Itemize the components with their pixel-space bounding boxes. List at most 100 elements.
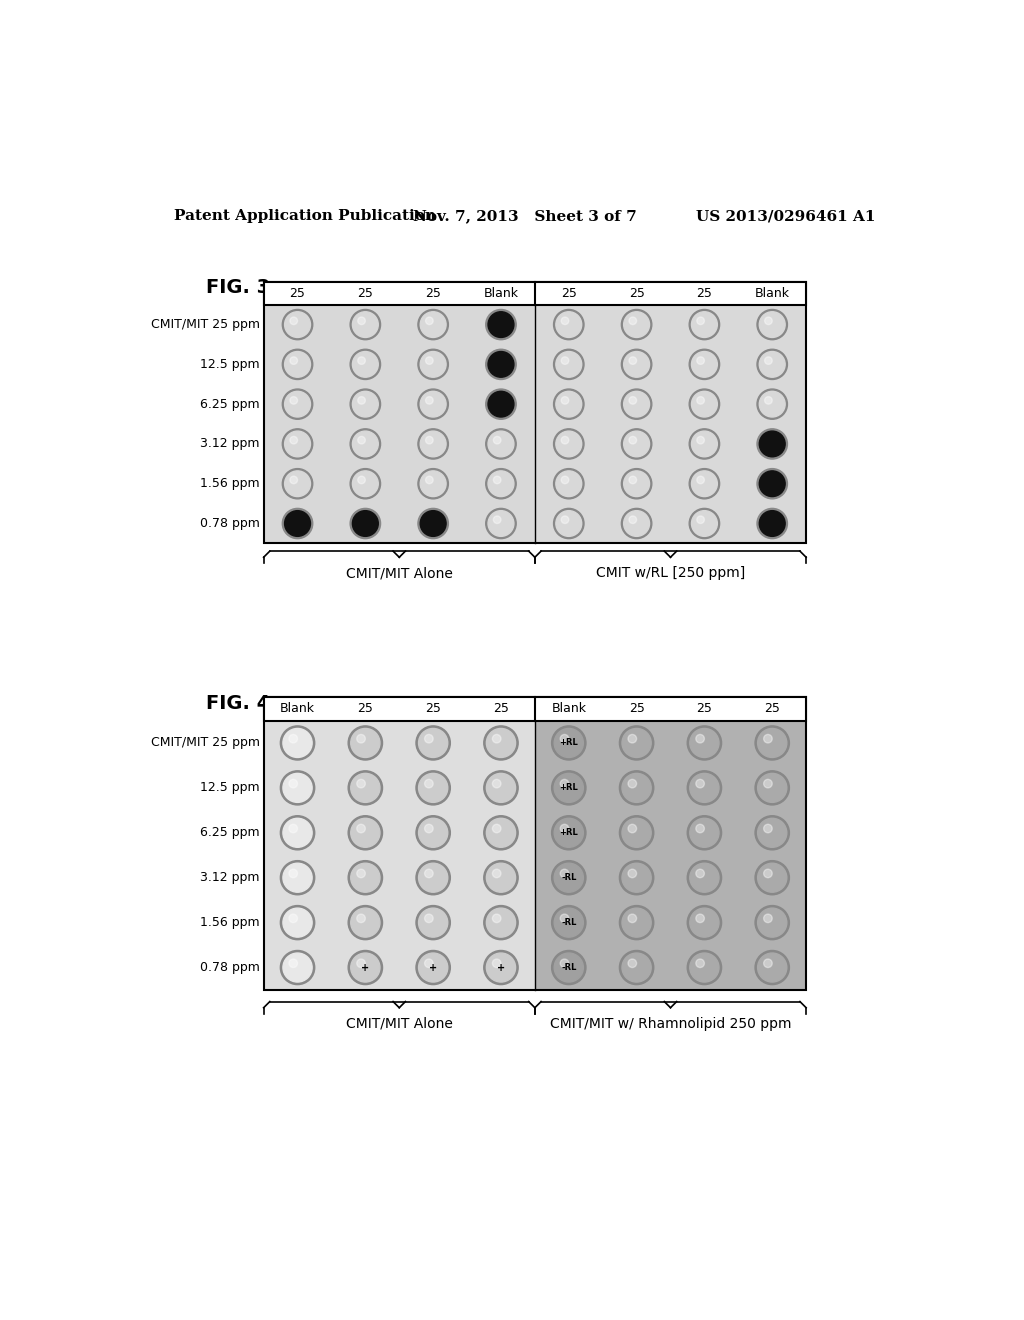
Circle shape xyxy=(759,471,785,496)
Circle shape xyxy=(348,816,383,850)
Circle shape xyxy=(289,869,298,878)
Text: 1.56 ppm: 1.56 ppm xyxy=(200,916,260,929)
Text: +RL: +RL xyxy=(559,783,579,792)
Text: CMIT/MIT 25 ppm: CMIT/MIT 25 ppm xyxy=(151,737,260,750)
Circle shape xyxy=(696,734,705,743)
Circle shape xyxy=(622,729,651,758)
Circle shape xyxy=(765,396,772,404)
Circle shape xyxy=(552,950,586,985)
Circle shape xyxy=(758,908,786,937)
Text: 0.78 ppm: 0.78 ppm xyxy=(200,517,260,531)
Text: 25: 25 xyxy=(629,702,644,715)
Circle shape xyxy=(357,396,366,404)
Circle shape xyxy=(357,477,366,483)
Circle shape xyxy=(764,734,772,743)
Circle shape xyxy=(486,908,515,937)
Circle shape xyxy=(290,477,298,483)
Circle shape xyxy=(485,389,516,420)
Circle shape xyxy=(628,869,637,878)
Bar xyxy=(263,697,806,990)
Circle shape xyxy=(351,953,380,982)
Text: 12.5 ppm: 12.5 ppm xyxy=(200,358,260,371)
Circle shape xyxy=(622,309,652,339)
Circle shape xyxy=(419,953,447,982)
Circle shape xyxy=(290,437,298,444)
Circle shape xyxy=(425,960,433,968)
Circle shape xyxy=(494,477,501,483)
Circle shape xyxy=(419,729,447,758)
Text: -RL: -RL xyxy=(561,919,577,927)
Circle shape xyxy=(764,779,772,788)
Circle shape xyxy=(483,950,518,985)
Circle shape xyxy=(416,726,451,760)
Circle shape xyxy=(561,477,568,483)
Circle shape xyxy=(420,432,446,457)
Circle shape xyxy=(765,317,772,325)
Circle shape xyxy=(622,908,651,937)
Circle shape xyxy=(622,469,652,499)
Circle shape xyxy=(350,389,381,420)
Circle shape xyxy=(488,432,514,457)
Circle shape xyxy=(285,391,310,417)
Text: 25: 25 xyxy=(629,286,644,300)
Circle shape xyxy=(691,471,718,496)
Circle shape xyxy=(283,774,312,803)
Circle shape xyxy=(488,391,514,417)
Circle shape xyxy=(283,309,312,339)
Circle shape xyxy=(687,771,722,805)
Circle shape xyxy=(419,818,447,847)
Circle shape xyxy=(290,396,298,404)
Text: US 2013/0296461 A1: US 2013/0296461 A1 xyxy=(695,209,876,223)
Circle shape xyxy=(556,511,582,536)
Circle shape xyxy=(696,356,705,364)
Circle shape xyxy=(554,469,584,499)
Circle shape xyxy=(426,437,433,444)
Circle shape xyxy=(351,818,380,847)
Circle shape xyxy=(486,729,515,758)
Circle shape xyxy=(420,312,446,338)
Text: +RL: +RL xyxy=(559,828,579,837)
Circle shape xyxy=(493,869,501,878)
Circle shape xyxy=(485,469,516,499)
Circle shape xyxy=(689,350,720,379)
Circle shape xyxy=(426,396,433,404)
Circle shape xyxy=(488,511,514,536)
Circle shape xyxy=(416,771,451,805)
Circle shape xyxy=(493,824,501,833)
Circle shape xyxy=(418,389,449,420)
Circle shape xyxy=(758,953,786,982)
Circle shape xyxy=(425,869,433,878)
Circle shape xyxy=(350,508,381,539)
Circle shape xyxy=(493,913,501,923)
Circle shape xyxy=(755,726,790,760)
Circle shape xyxy=(483,771,518,805)
Circle shape xyxy=(552,771,586,805)
Circle shape xyxy=(620,950,653,985)
Circle shape xyxy=(283,953,312,982)
Circle shape xyxy=(552,726,586,760)
Circle shape xyxy=(620,726,653,760)
Text: +: + xyxy=(429,962,437,973)
Circle shape xyxy=(696,477,705,483)
Circle shape xyxy=(348,771,383,805)
Circle shape xyxy=(488,351,514,378)
Circle shape xyxy=(283,863,312,892)
Circle shape xyxy=(622,350,652,379)
Circle shape xyxy=(420,351,446,378)
Circle shape xyxy=(350,429,381,459)
Circle shape xyxy=(552,816,586,850)
Circle shape xyxy=(561,516,568,524)
Circle shape xyxy=(624,312,649,338)
Bar xyxy=(535,721,806,990)
Text: 25: 25 xyxy=(357,702,374,715)
Circle shape xyxy=(757,309,787,339)
Circle shape xyxy=(283,508,312,539)
Circle shape xyxy=(348,726,383,760)
Text: 12.5 ppm: 12.5 ppm xyxy=(200,781,260,795)
Circle shape xyxy=(352,432,378,457)
Circle shape xyxy=(690,774,719,803)
Circle shape xyxy=(554,774,584,803)
Circle shape xyxy=(764,960,772,968)
Text: 25: 25 xyxy=(561,286,577,300)
Circle shape xyxy=(426,477,433,483)
